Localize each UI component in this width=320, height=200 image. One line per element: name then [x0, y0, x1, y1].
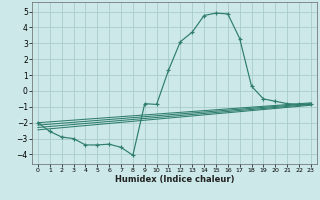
X-axis label: Humidex (Indice chaleur): Humidex (Indice chaleur)	[115, 175, 234, 184]
